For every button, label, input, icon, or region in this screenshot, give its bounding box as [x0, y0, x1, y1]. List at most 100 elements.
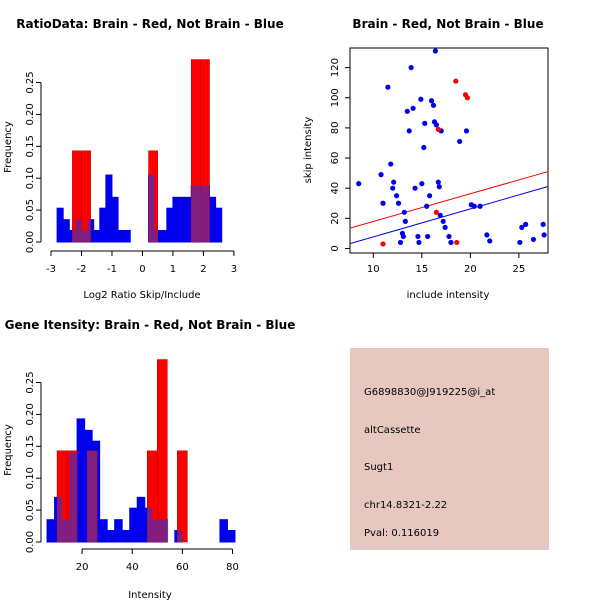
blue-point-25 — [424, 203, 430, 209]
blue-point-2 — [380, 200, 386, 206]
blue-bar-7 — [99, 519, 108, 543]
red-point-4 — [454, 239, 460, 246]
blue-point-28 — [428, 98, 435, 104]
blue-point-38 — [442, 224, 448, 230]
ratio-histogram: RatioData: Brain - Red, Not Brain - Blue… — [3, 17, 284, 301]
overlap-bar-0 — [57, 497, 63, 542]
blue-point-20 — [416, 239, 422, 246]
info-pval: Pval: 0.116019 — [364, 528, 439, 539]
scatter-x-tick-label-3: 25 — [513, 264, 526, 275]
blue-point-44 — [471, 203, 477, 209]
blue-bar-22 — [209, 196, 217, 243]
info-probe: G6898830@J919225@i_at — [364, 387, 495, 398]
y-tick-label-2: 0.10 — [25, 467, 36, 489]
blue-bar-0 — [46, 519, 56, 543]
overlap-bar-3 — [87, 219, 91, 242]
y-tick-label-0: 0.00 — [25, 531, 36, 553]
info-background — [350, 348, 549, 550]
blue-point-0 — [356, 181, 362, 187]
x-tick-label-0: -3 — [46, 264, 56, 275]
scatter-plot: Brain - Red, Not Brain - Blue include in… — [303, 17, 549, 301]
red-point-0 — [380, 241, 386, 247]
blue-point-18 — [412, 185, 418, 191]
scatter-y-tick-label-4: 80 — [330, 122, 341, 135]
blue-point-46 — [484, 232, 490, 238]
blue-point-50 — [523, 221, 529, 227]
blue-point-34 — [436, 184, 442, 190]
overlap-bar-9 — [203, 185, 210, 242]
info-gene: Sugt1 — [364, 462, 393, 473]
blue-bar-17 — [219, 519, 228, 543]
blue-point-26 — [425, 233, 431, 240]
gene-ylabel: Frequency — [3, 424, 14, 476]
blue-point-47 — [487, 238, 493, 244]
red-bar-5 — [177, 450, 188, 543]
overlap-bar-7 — [152, 519, 158, 542]
blue-bar-7 — [99, 207, 107, 243]
x-tick-label-4: 1 — [170, 264, 176, 275]
y-tick-label-5: 0.25 — [25, 371, 36, 393]
blue-point-37 — [440, 218, 446, 224]
blue-bar-16 — [172, 196, 180, 243]
blue-bar-8 — [105, 174, 113, 243]
blue-point-15 — [406, 128, 412, 134]
blue-point-51 — [530, 236, 537, 243]
blue-point-53 — [541, 232, 547, 238]
overlap-bar-9 — [159, 519, 168, 542]
overlap-bar-8 — [200, 185, 204, 242]
scatter-y-tick-label-5: 100 — [330, 88, 341, 107]
overlap-bar-2 — [67, 519, 70, 542]
y-tick-label-1: 0.05 — [25, 199, 36, 221]
red-point-2 — [435, 126, 441, 132]
scatter-regression-lines — [349, 171, 549, 245]
blue-point-8 — [395, 200, 402, 206]
blue-bar-10 — [121, 530, 131, 543]
blue-point-9 — [397, 239, 404, 246]
gene-bars — [46, 359, 236, 543]
x-tick-label-2: 60 — [176, 562, 189, 573]
blue-bar-6 — [93, 230, 101, 243]
blue-point-4 — [388, 161, 394, 167]
overlap-bar-6 — [191, 185, 198, 242]
y-tick-label-2: 0.10 — [25, 167, 36, 189]
x-tick-label-2: -1 — [107, 264, 117, 275]
x-tick-label-1: 40 — [126, 562, 139, 573]
blue-point-45 — [477, 203, 483, 209]
overlap-bar-8 — [157, 519, 160, 542]
y-tick-label-0: 0.00 — [25, 231, 36, 253]
blue-point-12 — [401, 209, 407, 215]
x-tick-label-5: 2 — [200, 264, 206, 275]
red-bar-4 — [157, 359, 168, 543]
y-tick-label-4: 0.20 — [25, 103, 36, 125]
blue-point-27 — [426, 193, 433, 199]
scatter-frame — [349, 47, 549, 254]
scatter-y-tick-label-1: 20 — [330, 212, 341, 225]
ratio-axes: 0.00 0.05 0.10 0.15 0.20 0.25 -3 -2 -1 0 1 2 3 — [25, 71, 237, 275]
blue-point-13 — [402, 218, 408, 224]
blue-point-3 — [385, 84, 391, 90]
blue-point-52 — [540, 221, 546, 227]
blue-bar-9 — [114, 519, 123, 543]
blue-point-22 — [419, 181, 425, 187]
overlap-bar-6 — [147, 508, 153, 542]
overlap-bar-4 — [148, 175, 155, 242]
ratio-bars — [56, 59, 223, 243]
blue-point-21 — [418, 96, 424, 102]
blue-point-7 — [393, 193, 400, 199]
blue-point-41 — [457, 138, 463, 145]
scatter-y-tick-label-3: 60 — [330, 152, 341, 165]
blue-bar-18 — [184, 196, 192, 243]
y-tick-label-3: 0.15 — [25, 435, 36, 457]
blue-point-1 — [378, 172, 384, 178]
scatter-title: Brain - Red, Not Brain - Blue — [352, 17, 543, 31]
scatter-x-tick-label-1: 15 — [415, 264, 428, 275]
scatter-ylabel: skip intensity — [303, 117, 314, 184]
gene-xlabel: Intensity — [128, 590, 172, 600]
overlap-bar-1 — [75, 219, 82, 242]
blue-bar-23 — [215, 207, 223, 243]
blue-point-32 — [433, 122, 439, 128]
overlap-bar-0 — [72, 230, 76, 242]
y-tick-label-1: 0.05 — [25, 499, 36, 521]
red-point-1 — [433, 209, 439, 215]
